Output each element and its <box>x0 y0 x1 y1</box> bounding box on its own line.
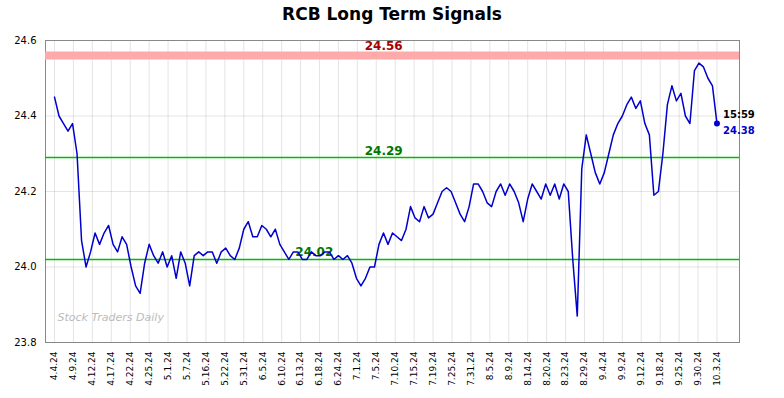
svg-text:15:59: 15:59 <box>723 109 755 120</box>
svg-text:8.9.24: 8.9.24 <box>504 351 514 380</box>
svg-text:5.22.24: 5.22.24 <box>220 351 230 386</box>
svg-text:24.2: 24.2 <box>14 186 36 197</box>
svg-text:Stock Traders Daily: Stock Traders Daily <box>58 311 165 324</box>
svg-text:7.1.24: 7.1.24 <box>352 351 362 380</box>
svg-text:4.9.24: 4.9.24 <box>68 351 78 380</box>
svg-text:8.20.24: 8.20.24 <box>542 351 552 386</box>
svg-text:8.29.24: 8.29.24 <box>579 351 589 386</box>
svg-text:24.02: 24.02 <box>295 245 334 260</box>
svg-text:24.0: 24.0 <box>14 261 36 272</box>
svg-text:9.4.24: 9.4.24 <box>598 351 608 380</box>
svg-text:8.23.24: 8.23.24 <box>560 351 570 386</box>
svg-text:9.25.24: 9.25.24 <box>674 351 684 386</box>
svg-text:4.17.24: 4.17.24 <box>106 351 116 386</box>
svg-text:23.8: 23.8 <box>14 337 36 348</box>
svg-text:9.12.24: 9.12.24 <box>636 351 646 386</box>
svg-text:5.1.24: 5.1.24 <box>163 351 173 380</box>
svg-text:8.5.24: 8.5.24 <box>485 351 495 380</box>
svg-text:24.56: 24.56 <box>365 39 403 53</box>
svg-text:6.24.24: 6.24.24 <box>333 351 343 386</box>
svg-text:9.18.24: 9.18.24 <box>655 351 665 386</box>
svg-text:6.10.24: 6.10.24 <box>277 351 287 386</box>
svg-text:6.5.24: 6.5.24 <box>258 351 268 380</box>
svg-text:24.4: 24.4 <box>14 110 36 121</box>
svg-text:7.19.24: 7.19.24 <box>428 351 438 386</box>
svg-text:7.10.24: 7.10.24 <box>390 351 400 386</box>
svg-text:4.12.24: 4.12.24 <box>87 351 97 386</box>
svg-text:6.18.24: 6.18.24 <box>314 351 324 386</box>
svg-text:10.3.24: 10.3.24 <box>712 351 722 386</box>
svg-text:5.16.24: 5.16.24 <box>201 351 211 386</box>
svg-text:6.13.24: 6.13.24 <box>295 351 305 386</box>
svg-text:7.25.24: 7.25.24 <box>447 351 457 386</box>
svg-text:4.4.24: 4.4.24 <box>49 351 59 380</box>
html-text:RCB Long Term Signals: RCB Long Term Signals <box>282 4 502 24</box>
svg-text:24.38: 24.38 <box>723 125 755 136</box>
svg-text:24.6: 24.6 <box>14 35 36 46</box>
svg-text:7.31.24: 7.31.24 <box>466 351 476 386</box>
svg-text:7.15.24: 7.15.24 <box>409 351 419 386</box>
svg-text:5.31.24: 5.31.24 <box>239 351 249 386</box>
svg-text:7.5.24: 7.5.24 <box>371 351 381 380</box>
svg-text:9.9.24: 9.9.24 <box>617 351 627 380</box>
svg-text:8.14.24: 8.14.24 <box>523 351 533 386</box>
svg-text:24.29: 24.29 <box>365 144 403 158</box>
svg-text:4.22.24: 4.22.24 <box>125 351 135 386</box>
svg-text:4.25.24: 4.25.24 <box>144 351 154 386</box>
svg-text:9.30.24: 9.30.24 <box>693 351 703 386</box>
svg-text:5.7.24: 5.7.24 <box>182 351 192 380</box>
